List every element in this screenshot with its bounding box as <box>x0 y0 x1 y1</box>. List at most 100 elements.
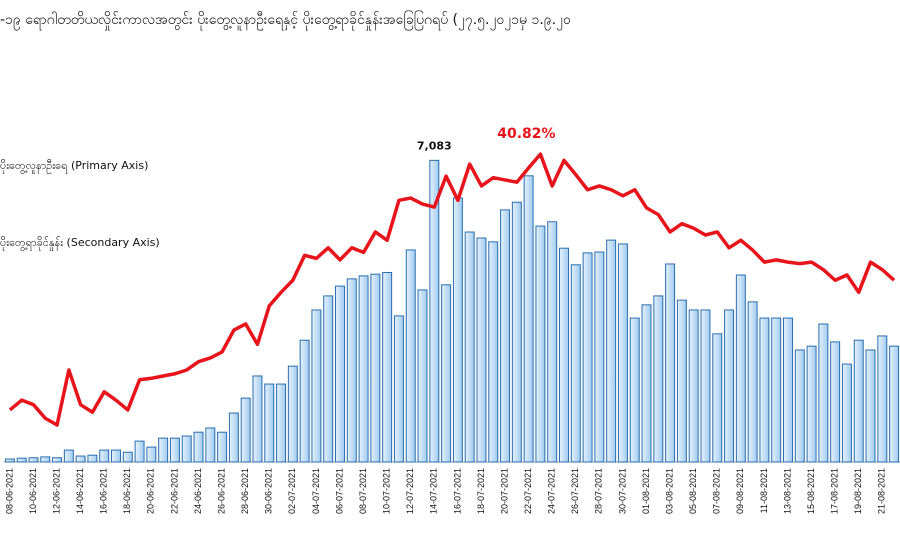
bar <box>641 304 652 463</box>
bar <box>346 278 357 463</box>
x-tick-label: 20-07-2021 <box>499 468 509 514</box>
bar <box>181 435 192 463</box>
legend-entry: ပိုးတွေ့လူနာဦးရေ (Primary Axis) <box>0 159 148 174</box>
x-tick-label: 30-07-2021 <box>617 468 627 514</box>
x-tick-label: 10-07-2021 <box>382 468 392 514</box>
bar <box>617 243 628 463</box>
x-tick-label: 08-06-2021 <box>4 468 14 514</box>
x-tick-label: 16-07-2021 <box>452 468 462 514</box>
bar <box>452 197 463 463</box>
bar <box>877 335 888 463</box>
x-tick-label: 26-06-2021 <box>216 468 226 514</box>
x-tick-label: 17-08-2021 <box>830 468 840 514</box>
bar <box>559 247 569 463</box>
bar <box>99 449 110 463</box>
x-tick-label: 15-08-2021 <box>806 468 816 514</box>
bar <box>747 301 758 463</box>
bar <box>63 449 74 463</box>
bar <box>4 458 15 463</box>
bar <box>323 295 334 463</box>
bar <box>134 440 145 463</box>
bar <box>853 339 864 463</box>
x-tick-label: 13-08-2021 <box>782 468 792 514</box>
bar <box>594 251 605 463</box>
bar <box>417 289 428 463</box>
x-tick-label: 28-06-2021 <box>240 468 250 514</box>
bar <box>122 451 133 463</box>
bar <box>806 345 817 463</box>
x-tick-label: 22-06-2021 <box>169 468 179 514</box>
bar <box>111 449 121 463</box>
bar <box>794 349 805 463</box>
bar <box>653 295 664 463</box>
x-tick-label: 16-06-2021 <box>99 468 109 514</box>
bar <box>16 457 27 463</box>
bar <box>889 345 900 463</box>
bar <box>299 339 310 463</box>
bar <box>52 457 63 463</box>
bar <box>405 249 416 463</box>
bar <box>629 317 640 463</box>
data-label: 40.82% <box>497 126 555 142</box>
bar <box>441 284 452 463</box>
bar <box>606 239 617 463</box>
bar <box>570 264 581 463</box>
x-tick-label: 05-08-2021 <box>688 468 698 514</box>
x-tick-label: 18-07-2021 <box>476 468 486 514</box>
bar <box>240 397 251 463</box>
x-tick-label: 02-07-2021 <box>287 468 297 514</box>
bar <box>429 159 440 463</box>
bar <box>75 455 86 463</box>
bar <box>735 274 746 463</box>
x-tick-label: 24-06-2021 <box>193 468 203 514</box>
x-tick-label: 24-07-2021 <box>547 468 557 514</box>
bar <box>511 201 522 463</box>
bar <box>276 383 287 463</box>
x-tick-label: 03-08-2021 <box>664 468 674 514</box>
x-tick-label: 20-06-2021 <box>146 468 156 514</box>
bar <box>370 273 381 463</box>
x-tick-label: 07-08-2021 <box>712 468 722 514</box>
x-tick-label: 14-06-2021 <box>75 468 85 514</box>
data-label: 7,083 <box>417 139 452 152</box>
bar <box>582 252 593 463</box>
x-tick-label: 18-06-2021 <box>122 468 132 514</box>
bar <box>759 317 770 463</box>
bar <box>252 375 263 463</box>
bar <box>500 209 511 463</box>
bar <box>28 457 39 463</box>
bar <box>700 309 711 463</box>
legend-entry: ပိုးတွေ့ရာခိုင်နှုန်း (Secondary Axis) <box>0 236 160 251</box>
bar <box>169 437 180 463</box>
bar <box>464 231 475 463</box>
bar <box>771 317 782 463</box>
bar <box>217 431 228 463</box>
x-tick-label: 11-08-2021 <box>759 468 769 513</box>
bar <box>535 225 546 463</box>
bar <box>547 221 558 463</box>
bar <box>841 363 852 463</box>
x-tick-label: 14-07-2021 <box>429 468 439 514</box>
bar <box>393 315 404 463</box>
x-tick-label: 30-06-2021 <box>264 468 274 514</box>
bar <box>688 309 699 463</box>
bar <box>228 412 239 463</box>
bar <box>87 454 98 463</box>
bar <box>724 309 735 463</box>
x-tick-label: 22-07-2021 <box>523 468 533 514</box>
bar <box>783 317 793 463</box>
bar <box>818 323 829 463</box>
x-tick-label: 06-07-2021 <box>334 468 344 514</box>
bar <box>665 263 676 463</box>
x-tick-label: 09-08-2021 <box>735 468 745 514</box>
x-tick-label: 28-07-2021 <box>594 468 604 514</box>
x-tick-label: 10-06-2021 <box>28 468 38 514</box>
x-tick-label: 19-08-2021 <box>853 468 863 514</box>
bar <box>523 175 534 463</box>
bar <box>676 299 687 463</box>
bar <box>311 309 322 463</box>
bar <box>830 341 841 463</box>
x-tick-label: 04-07-2021 <box>311 468 321 514</box>
x-tick-label: 26-07-2021 <box>570 468 580 514</box>
